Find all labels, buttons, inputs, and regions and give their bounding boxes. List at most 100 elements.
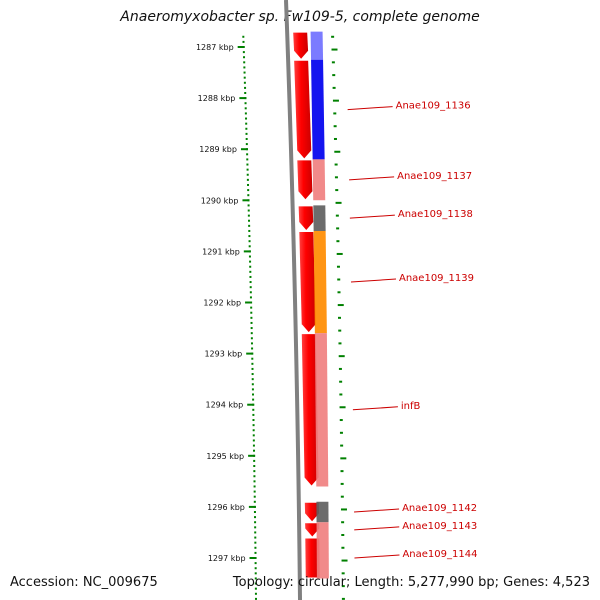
- label-leader: [350, 278, 397, 283]
- minor-tick: [247, 183, 250, 186]
- gene-bar: [311, 59, 325, 160]
- tick-label: 1287 kbp: [196, 43, 234, 52]
- minor-tick: [253, 500, 256, 503]
- minor-tick: [253, 454, 256, 457]
- minor-tick: [252, 424, 255, 427]
- minor-tick: [243, 56, 246, 59]
- minor-tick: [246, 158, 249, 161]
- minor-tick: [253, 480, 256, 483]
- tick-label: 1296 kbp: [207, 503, 245, 512]
- minor-tick: [242, 51, 245, 54]
- minor-tick: [248, 255, 251, 258]
- topology-value: Topology: circular; Length: 5,277,990 bp…: [232, 575, 590, 590]
- gene-bar: [316, 522, 329, 538]
- backbone-line: [284, 0, 302, 600]
- minor-tick: [254, 577, 257, 580]
- gene-label: Anae109_1144: [402, 549, 477, 560]
- tick-label: 1295 kbp: [206, 452, 244, 461]
- minor-tick: [250, 332, 253, 335]
- cds-arrow: [299, 231, 316, 333]
- minor-tick: [245, 127, 248, 130]
- minor-tick: [254, 557, 257, 559]
- minor-tick: [244, 91, 247, 94]
- minor-tick: [247, 189, 250, 192]
- minor-tick: [252, 439, 255, 442]
- cds-arrow: [298, 206, 314, 230]
- minor-tick: [244, 97, 247, 100]
- minor-tick: [252, 398, 255, 401]
- minor-tick: [254, 541, 257, 544]
- minor-tick: [254, 516, 257, 519]
- minor-tick: [245, 143, 248, 146]
- minor-tick: [246, 163, 249, 166]
- minor-tick: [250, 311, 253, 314]
- minor-tick: [249, 265, 252, 268]
- gene-label: Anae109_1137: [397, 171, 472, 182]
- tick-label: 1297 kbp: [208, 554, 246, 563]
- gene-label: Anae109_1138: [398, 209, 473, 220]
- minor-tick: [250, 306, 253, 309]
- minor-tick: [248, 245, 251, 248]
- minor-tick: [245, 148, 248, 151]
- minor-tick: [253, 459, 256, 462]
- gene-bar: [313, 230, 327, 334]
- label-leader: [354, 554, 400, 559]
- minor-tick: [244, 107, 247, 110]
- minor-tick: [253, 490, 256, 493]
- minor-tick: [247, 194, 250, 197]
- gene-labels: Anae109_1136 Anae109_1137 Anae109_1138 Anae…: [347, 101, 477, 560]
- minor-tick: [252, 413, 255, 416]
- minor-tick: [254, 582, 257, 585]
- tick-label: 1290 kbp: [201, 196, 239, 205]
- cds-arrow: [304, 502, 320, 522]
- minor-tick: [247, 204, 250, 207]
- minor-tick: [253, 465, 256, 468]
- minor-tick: [244, 86, 247, 89]
- minor-tick: [254, 521, 257, 524]
- label-leader: [347, 106, 393, 111]
- minor-tick: [253, 470, 256, 473]
- minor-tick: [245, 132, 248, 135]
- label-leader: [354, 526, 400, 531]
- minor-tick: [251, 357, 254, 360]
- minor-tick: [248, 219, 251, 222]
- minor-tick: [252, 403, 255, 406]
- minor-tick: [250, 316, 253, 319]
- label-leader: [349, 214, 395, 219]
- minor-tick: [254, 551, 257, 554]
- minor-tick: [252, 393, 255, 396]
- gene-label: infB: [401, 401, 421, 412]
- minor-tick: [253, 511, 256, 514]
- minor-tick: [249, 296, 252, 299]
- minor-tick: [243, 66, 246, 69]
- minor-tick: [246, 178, 249, 181]
- minor-tick: [245, 122, 248, 125]
- minor-tick: [248, 240, 251, 243]
- minor-tick: [249, 275, 252, 278]
- minor-tick: [251, 347, 254, 350]
- minor-tick: [252, 419, 255, 422]
- tick-label: 1291 kbp: [202, 247, 240, 256]
- minor-tick: [243, 76, 246, 79]
- minor-tick: [247, 209, 250, 212]
- minor-tick: [253, 495, 256, 498]
- gene-label: Anae109_1136: [396, 101, 471, 112]
- minor-tick: [242, 40, 245, 43]
- tick-label: 1294 kbp: [205, 401, 243, 410]
- gene-bar: [312, 159, 326, 201]
- minor-tick: [244, 102, 247, 105]
- cds-arrow: [305, 538, 320, 578]
- minor-tick: [252, 429, 255, 432]
- minor-tick: [245, 117, 248, 120]
- minor-tick: [243, 71, 246, 74]
- cds-arrow: [305, 523, 320, 537]
- cds-arrow: [293, 32, 309, 59]
- minor-tick: [249, 281, 252, 284]
- gene-bar: [316, 537, 329, 579]
- gene-label: Anae109_1139: [399, 273, 474, 284]
- minor-tick: [251, 367, 254, 370]
- minor-tick: [249, 260, 252, 263]
- minor-tick: [251, 373, 254, 376]
- minor-tick: [251, 352, 254, 355]
